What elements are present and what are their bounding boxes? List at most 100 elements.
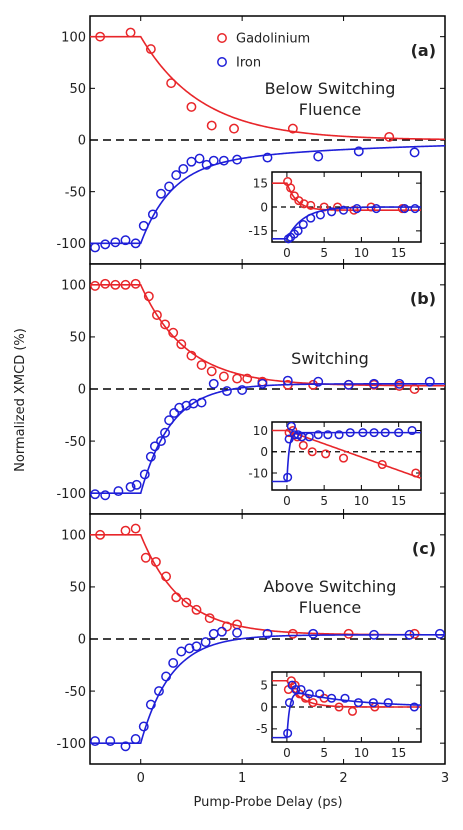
panel-a-ytick-label: 50 [69, 82, 86, 97]
panel-b-gd-point [176, 339, 187, 350]
panel-a-fe-point [218, 155, 229, 166]
inset-x-tick-label: 0 [283, 494, 291, 508]
inset-c: -5 0 5 0 5 10 15 [256, 671, 422, 760]
inset-x-tick-label: 10 [354, 746, 369, 760]
panel-b-ytick-label: 50 [69, 331, 86, 346]
panel-c-fe-point [200, 637, 211, 648]
panel-a-gd-point [229, 123, 239, 134]
panel-b-fe-point [394, 378, 405, 389]
legend-label-iron: Iron [236, 56, 261, 71]
panel-a-gd-point [384, 131, 395, 142]
panel-annotation: Fluence [299, 598, 361, 617]
panel-c-gd-point [130, 523, 141, 534]
panel-c-gd-point [409, 628, 420, 639]
panel-b-fe-point [369, 378, 379, 389]
x-tick-label: 0 [137, 771, 145, 786]
x-tick-label: 3 [441, 771, 449, 786]
panel-b-fe-point [208, 378, 219, 389]
panel-a-fe-point [208, 155, 219, 166]
x-axis-label: Pump-Probe Delay (ps) [193, 795, 342, 810]
panel-b-gd-point [206, 366, 217, 377]
inset-b-gd-point [307, 447, 317, 457]
panel-b-fe-point [313, 376, 324, 387]
panel-b-fe-fit-line [90, 383, 445, 494]
panel-c-fe-point [161, 671, 172, 682]
panel-b-ytick-label: 0 [78, 383, 86, 398]
inset-b-ytick-label: -10 [248, 466, 268, 480]
panel-annotation: Switching [291, 349, 369, 368]
panel-c-fe-point [434, 628, 445, 639]
panel-c-fe-point [369, 629, 379, 640]
panel-c-fe-point [145, 699, 156, 710]
panel-b-fe-point [237, 385, 248, 395]
panel-b-fe-point [145, 451, 156, 462]
panel-c-fe-point [154, 686, 164, 697]
inset-c-fe-point [368, 698, 378, 708]
panel-b-gd-point [130, 278, 141, 289]
panel-c-gd-point [120, 525, 131, 536]
panel-c-gd-point [191, 604, 202, 615]
panel-b-gd-point [151, 310, 162, 320]
panel-c-fe-point [404, 629, 415, 640]
panel-c-ytick-label: 0 [78, 633, 86, 648]
panel-tag: (c) [412, 539, 436, 558]
panel-a-gd-point [206, 120, 217, 131]
panel-a-ytick-label: -100 [56, 237, 86, 252]
inset-b-gd-point [298, 440, 308, 450]
legend-marker-iron [217, 57, 227, 67]
panel-b-ytick-label: -100 [56, 487, 86, 502]
inset-b-fe-point [407, 425, 417, 436]
panel-b-fe-point [343, 379, 354, 390]
legend-marker-gadolinium [217, 33, 227, 43]
panel-b-fe-point [221, 386, 232, 397]
inset-a-fe-point [315, 210, 325, 220]
panel-c-fe-point [130, 734, 141, 744]
panel-c-fe-point [232, 627, 243, 638]
x-tick-label: 2 [339, 771, 347, 786]
panel-tag: (b) [410, 289, 436, 308]
inset-b-ytick-label: 0 [260, 445, 268, 459]
panel-c-gd-point [204, 613, 215, 624]
panel-a-fe-point [120, 235, 131, 246]
panel-a-gd-point [145, 44, 156, 55]
panel-a-gd-point [287, 123, 298, 134]
inset-x-tick-label: 5 [320, 746, 328, 760]
panel-c-gd-point [343, 628, 354, 639]
panel-a-fe-point [110, 237, 121, 248]
panel-b-fe-point [160, 427, 171, 438]
panel-c-fe-point [120, 741, 131, 752]
panel-b-gd-point [409, 384, 420, 394]
panel-b-gd-point [160, 319, 171, 330]
panel-c-fe-point [105, 736, 116, 747]
inset-x-tick-label: 10 [354, 246, 369, 260]
inset-a: -15 0 15 0 5 10 15 [248, 171, 422, 260]
inset-c-fe-point [291, 684, 301, 695]
panel-b-gd-point [110, 279, 121, 290]
inset-a-ytick-label: 15 [253, 176, 268, 190]
inset-a-fe-point [293, 226, 303, 236]
inset-x-tick-label: 15 [391, 746, 406, 760]
panel-annotation: Below Switching [265, 79, 396, 98]
panel-b-fe-point [164, 415, 175, 426]
panel-b-gd-point [168, 327, 179, 338]
panel-a-fe-point [156, 188, 166, 199]
panel-b-fe-point [131, 479, 142, 490]
panel-annotation: Fluence [299, 100, 361, 119]
panel-c-gd-point [287, 628, 298, 639]
panel-a-fe-fit-line [90, 144, 446, 245]
inset-b-fe-point [334, 430, 344, 440]
inset-b-fe-point [286, 421, 296, 431]
inset-a-fe-point [298, 219, 308, 230]
inset-a-fe-point [338, 205, 349, 215]
panel-b-gd-point [120, 279, 131, 290]
inset-a-fe-point [283, 234, 293, 244]
panel-b-ytick-label: 100 [61, 279, 86, 294]
panel-a-fe-point [232, 154, 243, 165]
panel-b-fe-point [181, 400, 192, 411]
panel-c-fe-point [308, 628, 319, 639]
inset-c-gd-point [308, 698, 318, 708]
panel-a-ytick-label: -50 [65, 185, 86, 200]
inset-x-tick-label: 10 [354, 494, 369, 508]
